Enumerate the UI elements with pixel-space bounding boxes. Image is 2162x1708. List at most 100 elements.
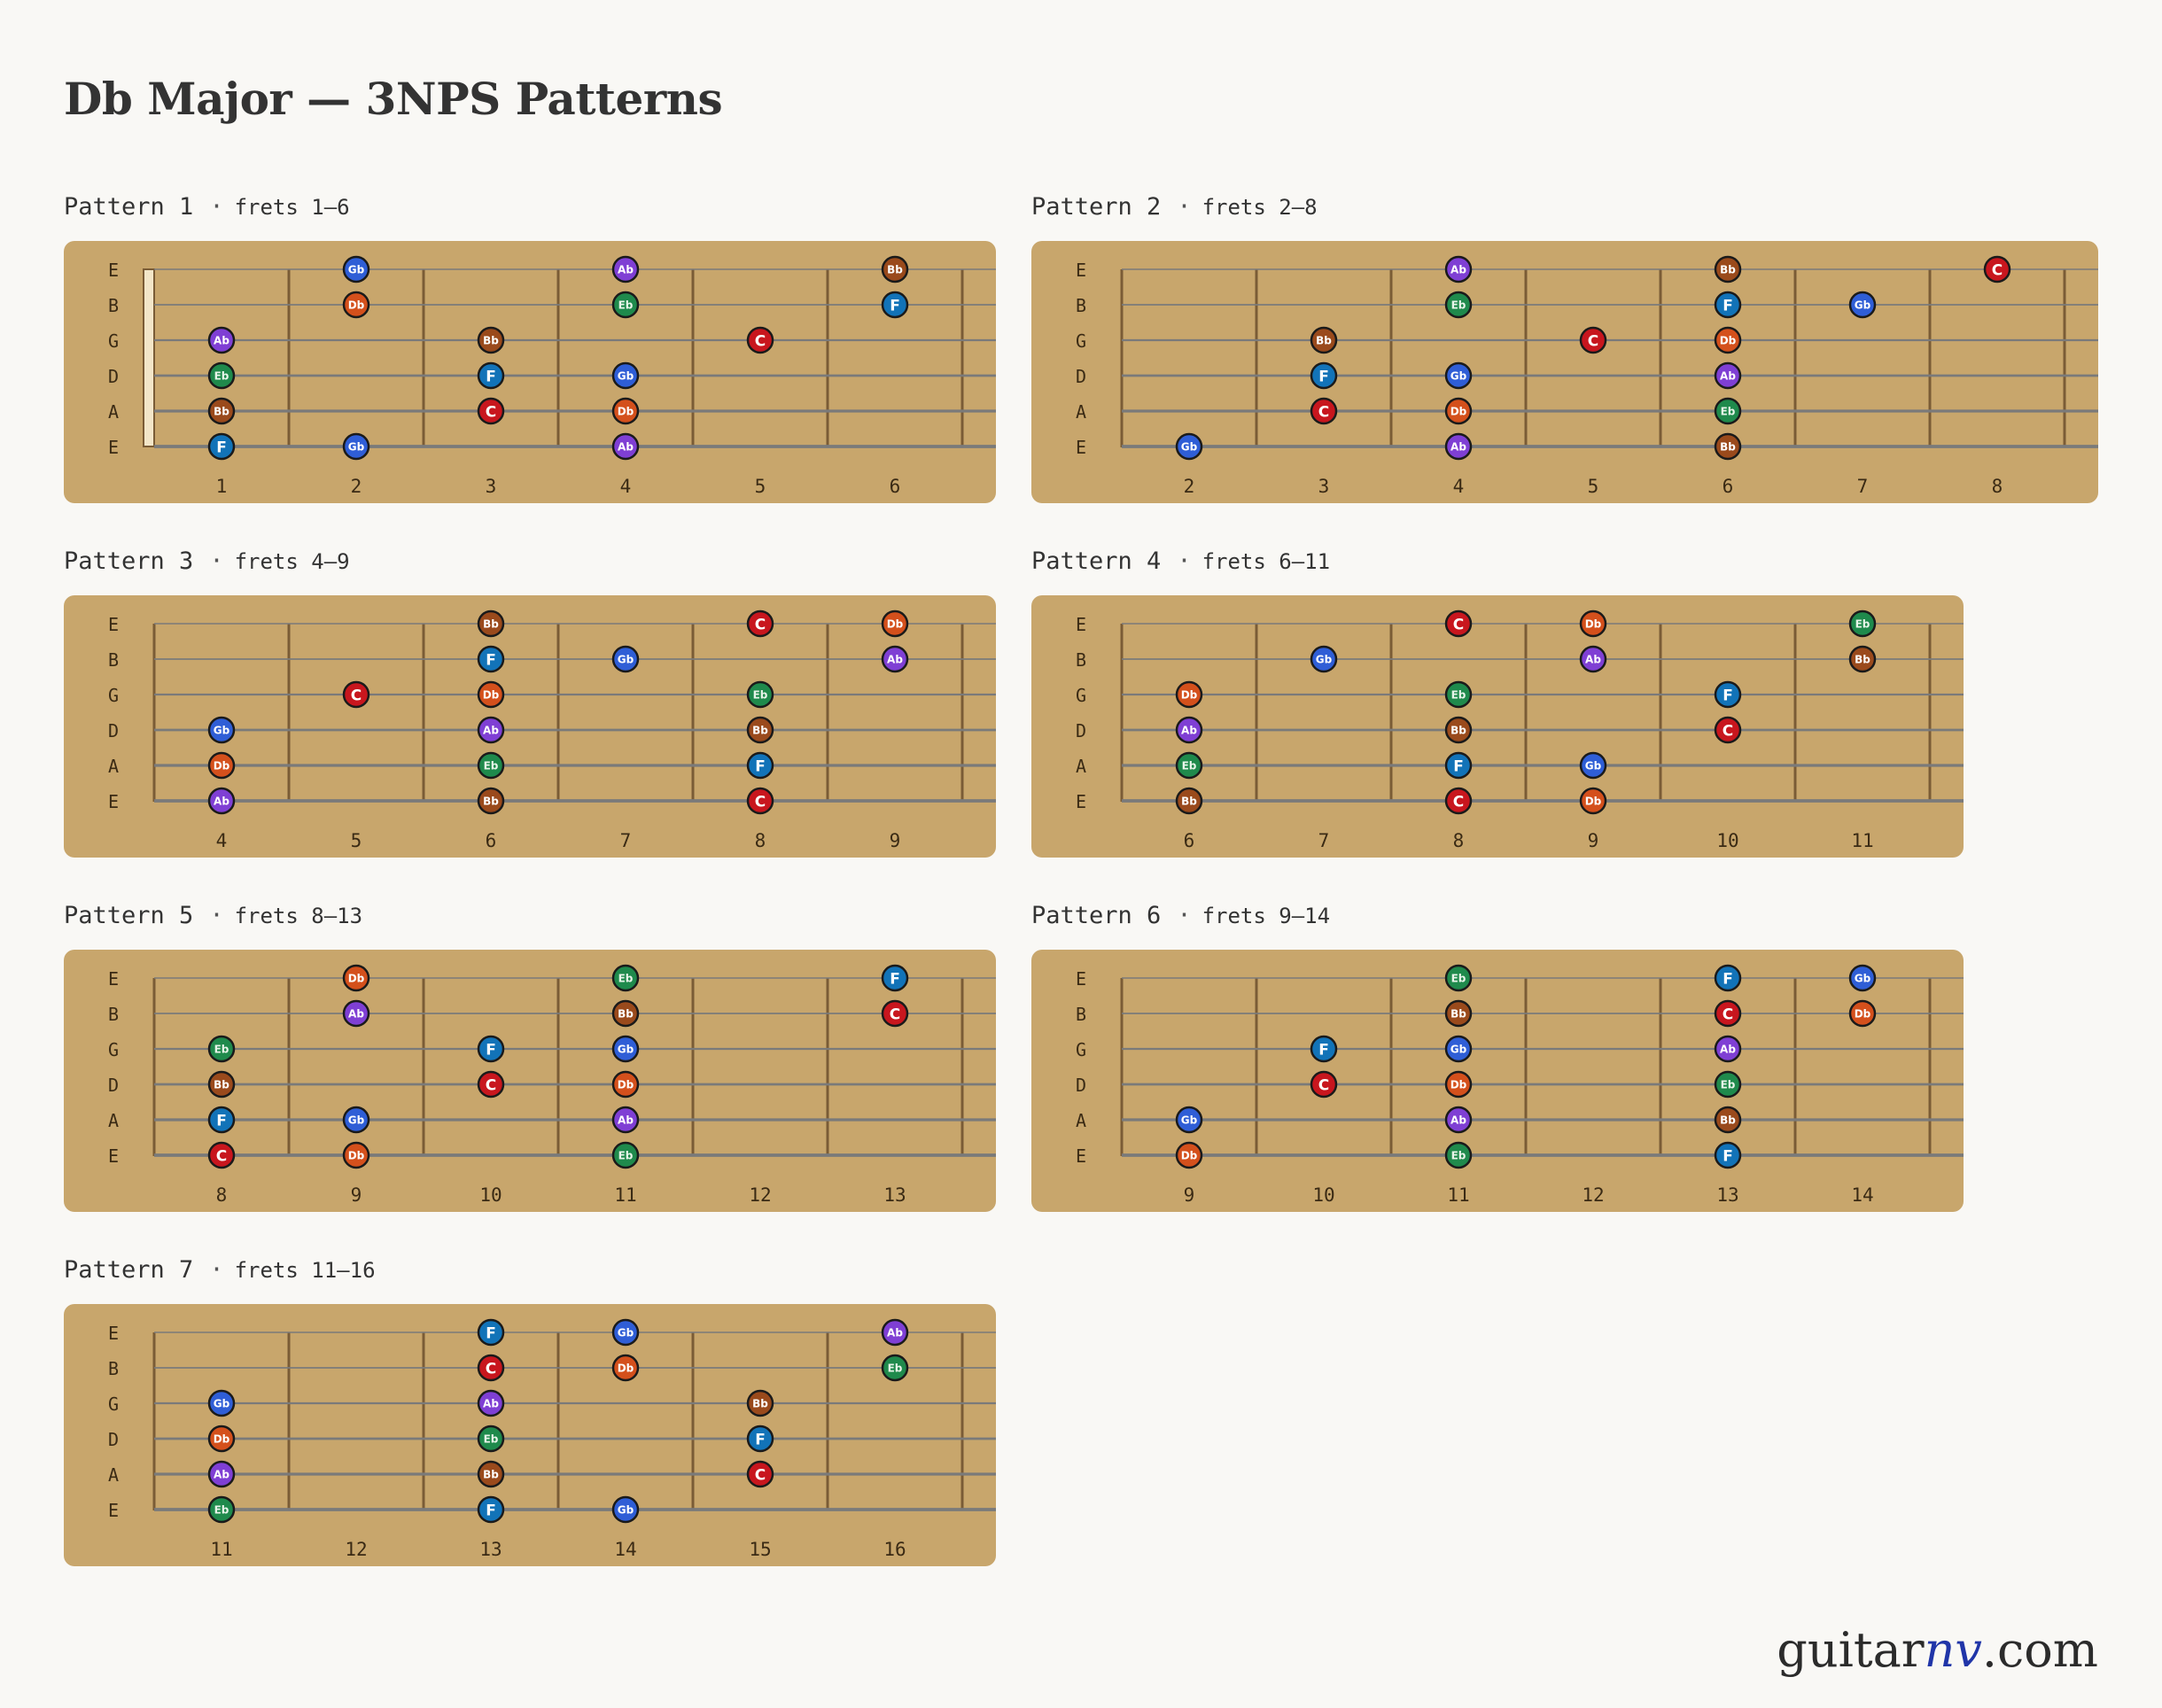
note-marker: C [1444, 609, 1473, 638]
note-label: F [890, 298, 900, 315]
string-label: E [108, 968, 119, 990]
string-label: G [108, 330, 119, 352]
note-marker: Ab [1714, 1035, 1742, 1063]
note-marker: F [207, 1106, 236, 1134]
string-label: B [1076, 295, 1086, 316]
note-label: Db [214, 1433, 230, 1446]
note-dot [611, 1106, 640, 1134]
note-label: Gb [618, 1044, 634, 1056]
fret-number: 8 [1453, 830, 1465, 851]
note-dot [1848, 609, 1877, 638]
pattern-separator: · [209, 547, 224, 575]
note-marker: Ab [207, 1460, 236, 1488]
note-dot [207, 1106, 236, 1134]
note-dot [746, 680, 774, 709]
note-marker: Bb [477, 326, 505, 354]
note-label: C [486, 404, 496, 422]
note-dot [207, 397, 236, 425]
note-label: Eb [1451, 1150, 1466, 1162]
note-dot [746, 1389, 774, 1417]
note-label: Eb [1721, 406, 1736, 418]
note-marker: Gb [207, 1389, 236, 1417]
fret-number: 4 [216, 830, 228, 851]
pattern-header: Pattern 4 · frets 6–11 [1031, 549, 1330, 573]
note-marker: Db [1175, 680, 1203, 709]
note-dot [611, 432, 640, 461]
note-label: C [486, 1361, 496, 1378]
string-label: A [108, 1110, 119, 1131]
fret-number: 7 [1857, 476, 1869, 497]
note-marker: Bb [1848, 645, 1877, 673]
note-label: Gb [1855, 973, 1871, 985]
note-dot [477, 787, 505, 815]
note-dot [207, 326, 236, 354]
note-label: Gb [1450, 370, 1467, 383]
note-dot [611, 361, 640, 390]
note-marker: Ab [1444, 432, 1473, 461]
note-dot [1714, 999, 1742, 1028]
note-marker: C [746, 609, 774, 638]
fret-number: 9 [351, 1184, 362, 1206]
note-marker: Bb [477, 1460, 505, 1488]
note-dot [477, 1070, 505, 1099]
note-dot [1848, 964, 1877, 992]
fret-number: 4 [620, 476, 632, 497]
note-marker: Eb [1714, 1070, 1742, 1099]
fretboard: E B G D A E 1 2 3 4 5 6 Gb Ab Bb Db Eb F Ab Bb C Eb F Gb Bb C Db F G… [64, 241, 996, 503]
note-dot [207, 432, 236, 461]
note-dot [477, 361, 505, 390]
string-label: E [108, 1500, 119, 1521]
note-dot [342, 964, 370, 992]
fret-number: 8 [755, 830, 766, 851]
pattern-label: Pattern 6 [1031, 902, 1162, 929]
fret-number: 6 [486, 830, 497, 851]
note-marker: Gb [207, 716, 236, 744]
note-label: C [1318, 404, 1329, 422]
note-dot [1310, 645, 1338, 673]
note-label: Eb [1451, 973, 1466, 985]
note-label: Eb [214, 1504, 229, 1517]
note-marker: Db [342, 964, 370, 992]
note-dot [1714, 255, 1742, 283]
note-dot [746, 1460, 774, 1488]
note-marker: F [881, 291, 909, 319]
note-label: C [1453, 794, 1464, 811]
note-marker: Eb [881, 1354, 909, 1382]
note-dot [746, 716, 774, 744]
note-label: Db [1585, 796, 1602, 808]
note-marker: Gb [342, 432, 370, 461]
note-marker: F [477, 1495, 505, 1524]
note-marker: C [342, 680, 370, 709]
note-label: Bb [1720, 1114, 1736, 1127]
note-dot [1444, 787, 1473, 815]
note-marker: Db [611, 397, 640, 425]
note-label: Bb [483, 335, 499, 347]
site-logo[interactable]: guitarnv.com [1777, 1626, 2098, 1674]
fret-number: 12 [1582, 1184, 1604, 1206]
note-marker: Bb [1444, 716, 1473, 744]
note-label: F [890, 971, 900, 989]
note-label: Eb [1182, 760, 1197, 772]
note-dot [881, 645, 909, 673]
note-marker: Ab [1175, 716, 1203, 744]
note-label: Gb [348, 264, 365, 276]
note-dot [1714, 680, 1742, 709]
note-label: Ab [214, 335, 229, 347]
note-marker: Ab [1444, 255, 1473, 283]
note-marker: Eb [1444, 291, 1473, 319]
pattern-fret-range: frets 6–11 [1202, 549, 1331, 574]
fret-number: 4 [1453, 476, 1465, 497]
note-dot [611, 999, 640, 1028]
note-marker: Db [1848, 999, 1877, 1028]
note-marker: Eb [207, 1035, 236, 1063]
fretboard: E B G D A E 6 7 8 9 10 11 C Db Eb Gb Ab Bb Db Eb F Ab Bb C Eb F Gb… [1031, 595, 1964, 858]
note-dot [1310, 397, 1338, 425]
note-marker: C [746, 1460, 774, 1488]
note-marker: F [1714, 680, 1742, 709]
note-label: Eb [484, 760, 499, 772]
note-marker: Db [207, 751, 236, 780]
string-label: A [108, 1464, 119, 1486]
fret-number: 1 [216, 476, 228, 497]
note-label: F [1723, 971, 1733, 989]
